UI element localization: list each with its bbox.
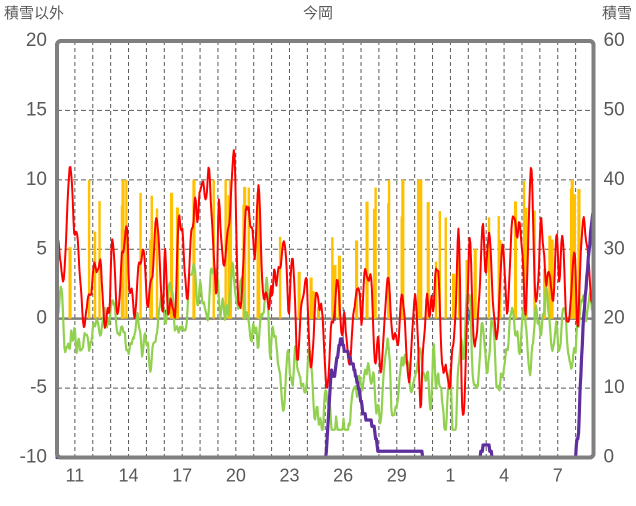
svg-text:15: 15 <box>26 99 47 120</box>
svg-text:0: 0 <box>36 308 47 329</box>
svg-text:23: 23 <box>279 466 299 486</box>
svg-text:10: 10 <box>26 169 47 190</box>
svg-text:30: 30 <box>604 238 625 259</box>
svg-text:積雪: 積雪 <box>602 5 632 22</box>
svg-text:14: 14 <box>119 466 139 486</box>
svg-text:17: 17 <box>172 466 192 486</box>
svg-text:積雪以外: 積雪以外 <box>4 5 64 22</box>
svg-text:20: 20 <box>26 30 47 51</box>
svg-text:0: 0 <box>604 447 615 468</box>
svg-text:26: 26 <box>333 466 353 486</box>
svg-text:50: 50 <box>604 99 625 120</box>
svg-text:-10: -10 <box>20 447 47 468</box>
svg-text:40: 40 <box>604 169 625 190</box>
svg-text:29: 29 <box>387 466 407 486</box>
svg-text:10: 10 <box>604 377 625 398</box>
svg-text:-5: -5 <box>30 377 47 398</box>
svg-text:5: 5 <box>36 238 47 259</box>
svg-text:20: 20 <box>604 308 625 329</box>
svg-text:今岡: 今岡 <box>303 5 333 22</box>
svg-text:60: 60 <box>604 30 625 51</box>
svg-text:11: 11 <box>66 466 85 486</box>
svg-text:4: 4 <box>499 466 509 486</box>
svg-text:1: 1 <box>445 466 455 486</box>
svg-text:20: 20 <box>226 466 246 486</box>
svg-text:7: 7 <box>553 466 563 486</box>
